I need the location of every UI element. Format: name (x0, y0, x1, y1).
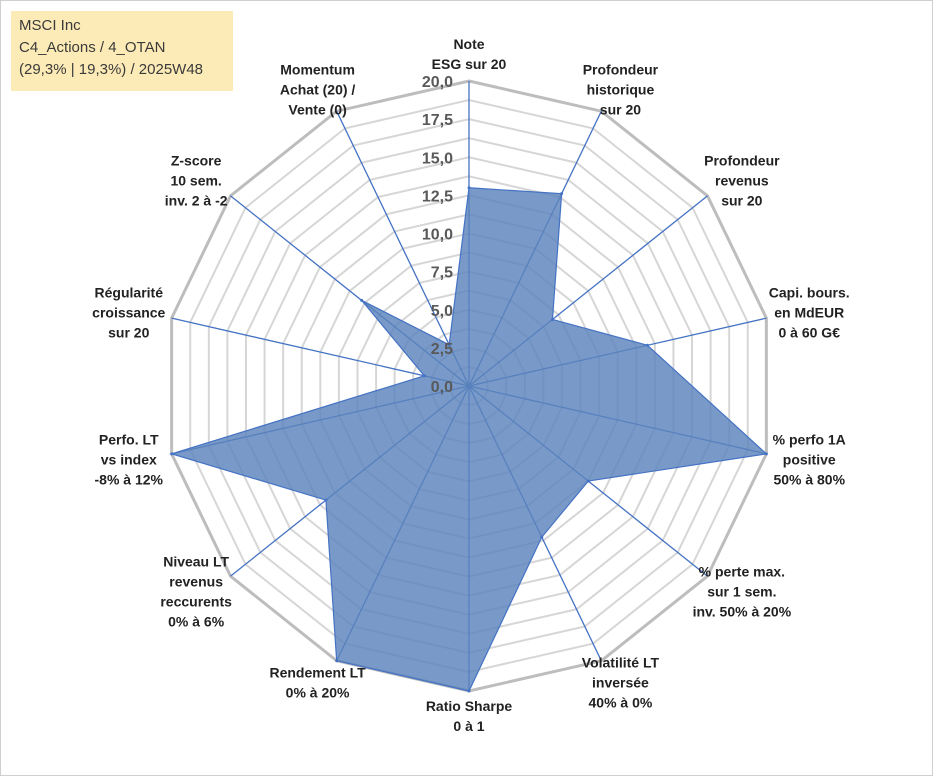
data-point (586, 479, 590, 483)
data-point (447, 343, 451, 347)
radar-tick-labels: 0,0 2,5 5,0 7,5 10,0 12,5 15,0 17,5 20,0 (422, 74, 453, 396)
info-box: MSCI Inc C4_Actions / 4_OTAN (29,3% | 19… (11, 11, 233, 91)
data-point (422, 374, 426, 378)
tick-label: 2,5 (431, 341, 453, 358)
axis-label: Z-score 10 sem. inv. 2 à -2 (165, 153, 228, 209)
axis-label: Profondeur revenus sur 20 (704, 153, 780, 209)
data-point (324, 498, 328, 502)
axis-label: % perte max. sur 1 sem. inv. 50% à 20% (693, 563, 792, 619)
data-point (360, 298, 364, 302)
tick-label: 10,0 (422, 227, 453, 244)
tick-label: 0,0 (431, 379, 453, 396)
axis-spoke (171, 317, 470, 387)
data-point (170, 452, 174, 456)
category-label: C4_Actions / 4_OTAN (19, 39, 166, 56)
axis-label: Profondeur historique sur 20 (583, 61, 659, 117)
axis-label: Perfo. LT vs index -8% à 12% (95, 431, 164, 487)
tick-label: 5,0 (431, 303, 453, 320)
tick-label: 7,5 (431, 265, 453, 282)
data-point (335, 659, 339, 663)
radar-series (169, 186, 768, 693)
axis-label: Capi. bours. en MdEUR 0 à 60 G€ (769, 285, 850, 341)
data-point (764, 452, 768, 456)
tick-label: 20,0 (422, 74, 453, 91)
company-name: MSCI Inc (19, 17, 81, 34)
data-point (645, 343, 649, 347)
data-point (550, 317, 554, 321)
axis-label: Ratio Sharpe 0 à 1 (426, 698, 513, 734)
stats-label: (29,3% | 19,3%) / 2025W48 (19, 61, 203, 78)
data-point (467, 186, 471, 190)
tick-label: 17,5 (422, 112, 453, 129)
axis-label: Régularité croissance sur 20 (92, 285, 165, 341)
tick-label: 12,5 (422, 188, 453, 205)
axis-label: Niveau LT revenus reccurents 0% à 6% (160, 553, 232, 629)
tick-label: 15,0 (422, 150, 453, 167)
axis-label: Momentum Achat (20) / Vente (0) (280, 61, 356, 117)
axis-spoke (336, 110, 470, 387)
data-point (560, 192, 564, 196)
axis-label: Note ESG sur 20 (432, 36, 507, 72)
axis-label: Rendement LT 0% à 20% (269, 665, 366, 701)
axis-label: Volatilité LT inversée 40% à 0% (582, 655, 660, 711)
data-point (467, 689, 471, 693)
data-point (540, 535, 544, 539)
axis-label: % perfo 1A positive 50% à 80% (773, 431, 846, 487)
radar-axis-labels: Note ESG sur 20 Profondeur historique sur 20… (92, 36, 850, 734)
